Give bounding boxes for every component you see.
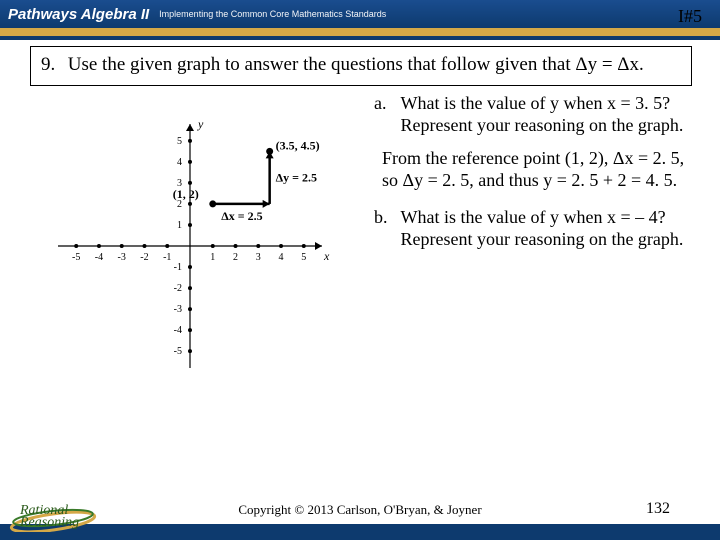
content-area: 9. Use the given graph to answer the que… bbox=[0, 40, 720, 401]
svg-text:-1: -1 bbox=[163, 252, 171, 263]
footer: Rational Reasoning Copyright © 2013 Carl… bbox=[0, 480, 720, 540]
svg-text:-3: -3 bbox=[174, 304, 182, 315]
footer-stripe bbox=[0, 524, 720, 540]
svg-text:2: 2 bbox=[233, 252, 238, 263]
brand-title: Pathways Algebra II bbox=[8, 6, 149, 23]
svg-text:-2: -2 bbox=[140, 252, 148, 263]
page-number: 132 bbox=[646, 500, 670, 518]
svg-text:-1: -1 bbox=[174, 262, 182, 273]
header-bar: Pathways Algebra II Implementing the Com… bbox=[0, 0, 720, 28]
brand-subtitle: Implementing the Common Core Mathematics… bbox=[159, 9, 386, 19]
svg-text:5: 5 bbox=[301, 252, 306, 263]
coordinate-graph: -5-4-3-2-112345-5-4-3-2-112345xy(1, 2)(3… bbox=[30, 96, 350, 396]
part-a: a. What is the value of y when x = 3. 5?… bbox=[374, 92, 700, 137]
svg-text:-2: -2 bbox=[174, 283, 182, 294]
logo-line2: Reasoning bbox=[20, 517, 79, 530]
question-text: Use the given graph to answer the questi… bbox=[68, 54, 644, 75]
svg-text:Δy = 2.5: Δy = 2.5 bbox=[276, 170, 317, 184]
question-box: 9. Use the given graph to answer the que… bbox=[30, 46, 692, 86]
svg-text:x: x bbox=[323, 249, 330, 263]
part-b-prompt: What is the value of y when x = – 4? Rep… bbox=[401, 206, 697, 251]
parts-column: a. What is the value of y when x = 3. 5?… bbox=[370, 92, 700, 401]
svg-text:1: 1 bbox=[210, 252, 215, 263]
svg-text:4: 4 bbox=[279, 252, 284, 263]
svg-text:-5: -5 bbox=[72, 252, 80, 263]
part-a-prompt: What is the value of y when x = 3. 5? Re… bbox=[401, 92, 697, 137]
svg-text:(3.5, 4.5): (3.5, 4.5) bbox=[276, 138, 320, 152]
footer-logo: Rational Reasoning bbox=[20, 505, 79, 530]
svg-text:-4: -4 bbox=[95, 252, 103, 263]
svg-text:Δx = 2.5: Δx = 2.5 bbox=[221, 209, 262, 223]
svg-text:-3: -3 bbox=[118, 252, 126, 263]
svg-text:(1, 2): (1, 2) bbox=[173, 187, 199, 201]
part-a-letter: a. bbox=[374, 92, 396, 115]
part-b-letter: b. bbox=[374, 206, 396, 229]
part-a-answer: From the reference point (1, 2), Δx = 2.… bbox=[382, 147, 700, 192]
svg-text:-5: -5 bbox=[174, 346, 182, 357]
gold-stripe bbox=[0, 28, 720, 36]
svg-text:1: 1 bbox=[177, 220, 182, 231]
copyright-text: Copyright © 2013 Carlson, O'Bryan, & Joy… bbox=[0, 502, 720, 518]
svg-text:3: 3 bbox=[256, 252, 261, 263]
graph-container: -5-4-3-2-112345-5-4-3-2-112345xy(1, 2)(3… bbox=[30, 92, 370, 401]
svg-text:4: 4 bbox=[177, 157, 182, 168]
svg-text:y: y bbox=[197, 117, 204, 131]
question-number: 9. bbox=[41, 53, 63, 77]
page-reference: I#5 bbox=[678, 6, 702, 27]
main-row: -5-4-3-2-112345-5-4-3-2-112345xy(1, 2)(3… bbox=[30, 92, 700, 401]
part-b: b. What is the value of y when x = – 4? … bbox=[374, 206, 700, 251]
svg-text:-4: -4 bbox=[174, 325, 182, 336]
svg-text:5: 5 bbox=[177, 136, 182, 147]
